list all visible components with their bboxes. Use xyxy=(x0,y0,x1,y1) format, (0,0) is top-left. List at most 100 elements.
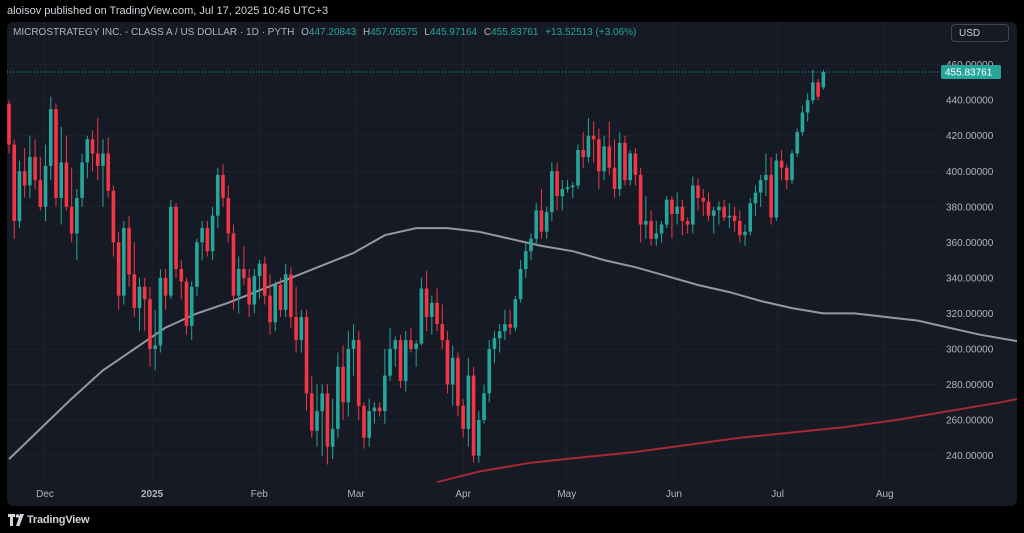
candle-body xyxy=(487,348,492,394)
candle-body xyxy=(346,348,351,403)
candle-body xyxy=(367,411,371,438)
x-tick-label: 2025 xyxy=(141,489,164,500)
price-chart[interactable]: 240.00000 260.00000 280.00000 300.00000 320.… xyxy=(7,22,1017,506)
y-tick-label: 360.00000 xyxy=(946,238,994,249)
x-tick-label: Dec xyxy=(36,489,54,500)
x-tick-label: Jun xyxy=(666,489,682,500)
candle-body xyxy=(419,288,424,344)
candle-body xyxy=(294,316,298,341)
candle-body xyxy=(654,233,659,239)
candle-body xyxy=(268,295,272,323)
candle-body xyxy=(289,274,293,317)
candle-body xyxy=(17,171,22,222)
candle-body xyxy=(221,174,225,198)
candle-body xyxy=(388,348,392,376)
candle-body xyxy=(492,338,497,349)
y-tick-label: 300.00000 xyxy=(946,344,994,355)
candle-body xyxy=(497,331,502,339)
candle-body xyxy=(534,210,539,239)
candle-body xyxy=(325,393,330,447)
currency-button[interactable]: USD xyxy=(951,24,1009,42)
candle-body xyxy=(351,340,356,349)
candle-body xyxy=(22,171,27,186)
candle-body xyxy=(106,153,110,191)
candle-body xyxy=(38,180,43,207)
candle-body xyxy=(142,286,147,300)
candle-body xyxy=(617,142,622,190)
candle-body xyxy=(273,284,278,323)
candle-body xyxy=(262,263,267,296)
candle-body xyxy=(586,135,591,158)
candle-body xyxy=(743,231,747,236)
candle-body xyxy=(576,149,580,186)
candle-body xyxy=(445,340,450,385)
candle-body xyxy=(565,187,570,190)
candle-body xyxy=(539,210,544,232)
high-label: H xyxy=(362,27,371,38)
x-tick-label: Aug xyxy=(876,489,894,500)
candle-body xyxy=(205,228,210,252)
candle-body xyxy=(508,324,512,328)
x-tick-label: Mar xyxy=(347,489,365,500)
candle-body xyxy=(116,242,121,296)
tradingview-logo-icon[interactable] xyxy=(8,514,24,526)
candle-body xyxy=(383,375,387,412)
candle-body xyxy=(779,160,784,168)
candle-body xyxy=(54,109,58,198)
last-price-badge xyxy=(941,65,1001,80)
candle-body xyxy=(283,274,288,310)
candle-body xyxy=(717,206,721,211)
candle-body xyxy=(210,215,215,252)
candle-body xyxy=(544,212,549,232)
candle-body xyxy=(748,203,753,232)
tradingview-brand[interactable]: TradingView xyxy=(27,514,90,526)
ohlc-legend: MICROSTRATEGY INC. - CLASS A / US DOLLAR… xyxy=(13,27,636,38)
candle-body xyxy=(607,146,612,168)
candle-body xyxy=(330,428,335,447)
high-value: 457.05575 xyxy=(370,27,418,38)
candle-body xyxy=(278,284,283,310)
y-tick-label: 380.00000 xyxy=(946,202,994,213)
candle-body xyxy=(664,199,669,225)
candle-body xyxy=(43,165,48,207)
candle-body xyxy=(59,162,63,198)
candle-body xyxy=(461,405,465,429)
candle-body xyxy=(122,228,126,296)
candle-body xyxy=(242,268,246,278)
candle-body xyxy=(503,324,507,332)
candle-body xyxy=(675,206,679,214)
x-tick-label: May xyxy=(557,489,576,500)
ma-slow-line xyxy=(436,397,1017,484)
candle-body xyxy=(659,224,664,234)
candle-body xyxy=(12,144,17,222)
candle-body xyxy=(430,302,434,317)
chart-panel[interactable]: 240.00000 260.00000 280.00000 300.00000 320.… xyxy=(7,22,1017,506)
y-tick-label: 340.00000 xyxy=(946,273,994,284)
candle-body xyxy=(722,206,726,218)
candle-body xyxy=(216,174,220,216)
candle-body xyxy=(784,167,789,181)
candle-body xyxy=(200,228,204,243)
candle-body xyxy=(409,340,413,349)
candle-body xyxy=(466,375,471,429)
candle-body xyxy=(602,146,606,172)
candle-body xyxy=(393,340,398,349)
y-tick-label: 280.00000 xyxy=(946,380,994,391)
candle-body xyxy=(153,345,157,349)
candle-body xyxy=(513,299,518,328)
candle-body xyxy=(628,153,632,181)
publisher-bar: aloisov published on TradingView.com, Ju… xyxy=(0,0,1024,22)
candle-body xyxy=(174,206,178,269)
candle-body xyxy=(644,221,648,225)
candle-body xyxy=(111,190,116,243)
candle-body xyxy=(184,281,189,326)
change-value: +13.52513 (+3.06%) xyxy=(545,27,637,38)
candle-body xyxy=(612,167,617,190)
x-tick-label: Jul xyxy=(771,489,784,500)
candle-body xyxy=(80,162,84,198)
candle-body xyxy=(236,268,241,296)
candle-body xyxy=(75,197,79,234)
candle-body xyxy=(90,139,95,154)
candle-body xyxy=(127,228,131,275)
candle-body xyxy=(649,221,653,239)
